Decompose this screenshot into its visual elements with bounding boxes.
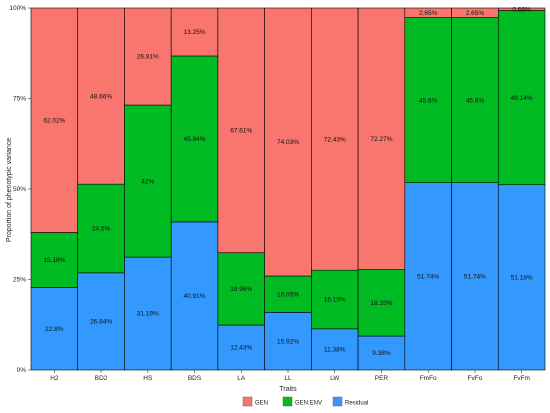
- data-label: 51.74%: [417, 274, 439, 281]
- data-label: 45.6%: [466, 97, 485, 104]
- bar-segment-gen-env-fmfo: [404, 17, 452, 183]
- bar-segment-gen-env-bds: [170, 55, 219, 223]
- legend-swatch: [282, 396, 293, 407]
- data-label: 19.96%: [230, 286, 252, 293]
- data-label: 24.5%: [92, 226, 111, 233]
- x-tick-label: LW: [330, 375, 340, 382]
- bar-segment-gen-env-per: [357, 269, 406, 337]
- data-label: 62.02%: [43, 117, 65, 124]
- bar-segment-residual-fmfo: [404, 182, 452, 371]
- data-label: 45.84%: [184, 136, 206, 143]
- x-tick-label: PER: [375, 375, 389, 382]
- y-tick-label: 100%: [9, 5, 26, 12]
- x-tick-label: LL: [284, 375, 292, 382]
- y-tick-label: 50%: [13, 186, 26, 193]
- data-label: 2.65%: [419, 10, 438, 17]
- bar-segment-gen-env-hs: [124, 104, 172, 258]
- data-label: 11.38%: [324, 347, 346, 354]
- data-labels-layer: 22.8% 15.18% 62.02% 26.84% 24.5% 48.66% 31.19%…: [43, 6, 533, 357]
- bars-layer: [30, 7, 546, 371]
- bar-segment-gen-env-bd2: [77, 183, 125, 274]
- data-label: 51.74%: [464, 274, 486, 281]
- x-tick-label: BDS: [188, 375, 202, 382]
- bar-segment-gen-env-fvfm: [497, 10, 546, 186]
- data-label: 31.19%: [137, 311, 159, 318]
- data-label: 74.03%: [277, 139, 299, 146]
- x-tick-label: LA: [237, 375, 246, 382]
- legend-label: Residual: [345, 401, 368, 407]
- bar-segment-gen-env-h2: [30, 232, 79, 288]
- bar-segment-gen-env-la: [217, 252, 265, 326]
- legend-label: GEN: [255, 401, 268, 407]
- legend-label: GEN:ENV: [295, 401, 322, 407]
- legend-swatch: [332, 396, 343, 407]
- data-label: 67.61%: [230, 128, 252, 135]
- bar-segment-gen-ll: [264, 7, 312, 277]
- bar-segment-gen-fvfm: [497, 7, 546, 11]
- data-label: 15.92%: [277, 338, 299, 345]
- x-tick-layer: H2 BD2 HS BDS LA LL LW PER FmFo FvFo FvFm: [50, 370, 530, 382]
- bar-segment-gen-la: [217, 7, 265, 254]
- bar-segment-gen-lw: [311, 7, 359, 271]
- data-label: 26.84%: [90, 319, 112, 326]
- data-label: 12.43%: [230, 345, 252, 352]
- bar-segment-residual-la: [217, 324, 265, 371]
- bar-segment-gen-env-lw: [311, 269, 359, 330]
- data-label: 51.18%: [511, 275, 533, 282]
- y-tick-label: 75%: [13, 96, 26, 103]
- data-label: 72.27%: [370, 136, 392, 143]
- y-tick-label: 25%: [13, 277, 26, 284]
- y-axis-title: Proportion of phenotypic variance: [6, 138, 13, 242]
- bar-segment-residual-bd2: [77, 272, 125, 371]
- x-tick-label: H2: [50, 375, 59, 382]
- data-label: 9.38%: [372, 350, 391, 357]
- legend: GEN GEN:ENV Residual: [242, 396, 368, 407]
- x-tick-label: FvFm: [513, 375, 530, 382]
- bar-segment-residual-bds: [170, 221, 219, 371]
- data-label: 42%: [141, 178, 154, 185]
- bar-segment-residual-fvfo: [451, 182, 499, 371]
- legend-swatch: [242, 396, 253, 407]
- x-tick-label: HS: [143, 375, 153, 382]
- bar-segment-gen-bds: [170, 7, 219, 57]
- data-label: 2.65%: [466, 10, 485, 17]
- bar-segment-gen-env-ll: [264, 275, 312, 313]
- bar-segment-residual-fvfm: [497, 184, 546, 371]
- data-label: 16.19%: [324, 297, 346, 304]
- bar-segment-gen-h2: [30, 7, 79, 233]
- data-label: 26.81%: [137, 54, 159, 61]
- data-label: 40.91%: [184, 293, 206, 300]
- data-label: 48.66%: [90, 93, 112, 100]
- data-label: 48.14%: [511, 95, 533, 102]
- bar-segment-residual-lw: [311, 328, 359, 371]
- y-tick-label: 0%: [17, 367, 27, 374]
- y-tick-layer: 0% 25% 50% 75% 100%: [9, 5, 31, 374]
- x-tick-label: FvFo: [468, 375, 483, 382]
- bar-segment-gen-bd2: [77, 7, 125, 185]
- data-label: 18.35%: [370, 300, 392, 307]
- bar-segment-residual-ll: [264, 312, 312, 371]
- x-axis-title: Traits: [279, 386, 297, 393]
- data-label: 45.6%: [419, 97, 438, 104]
- data-label: 0.68%: [512, 6, 531, 13]
- data-label: 10.05%: [277, 291, 299, 298]
- data-label: 13.25%: [184, 29, 206, 36]
- data-label: 72.43%: [324, 136, 346, 143]
- x-tick-label: FmFo: [420, 375, 437, 382]
- data-label: 15.18%: [43, 257, 65, 264]
- x-tick-label: BD2: [95, 375, 108, 382]
- data-label: 22.8%: [45, 326, 64, 333]
- bar-segment-residual-per: [357, 335, 406, 371]
- bar-segment-gen-per: [357, 7, 406, 270]
